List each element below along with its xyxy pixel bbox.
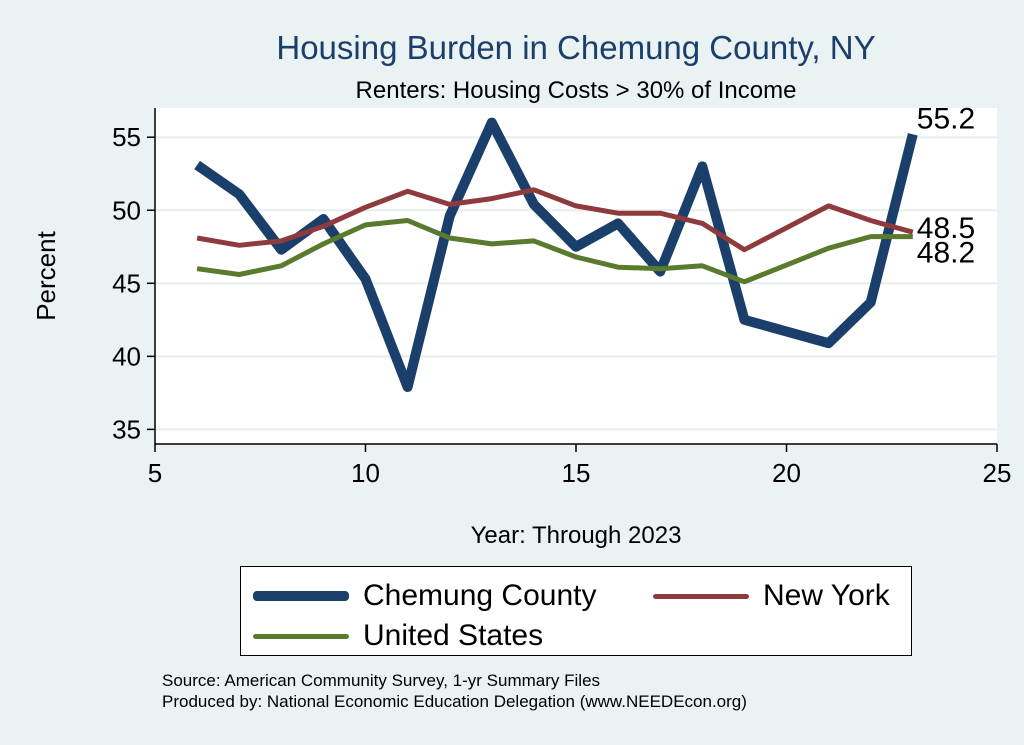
x-tick-label: 5 <box>148 458 162 488</box>
x-tick-label: 10 <box>351 458 380 488</box>
legend-item-chemung: Chemung County <box>253 579 596 613</box>
producer-note: Produced by: National Economic Education… <box>162 692 747 711</box>
y-tick-label: 55 <box>112 122 141 152</box>
end-label-new-york: 48.5 <box>917 212 975 245</box>
x-tick-label: 25 <box>983 458 1012 488</box>
end-label-united-states: 48.2 <box>917 237 975 270</box>
x-axis-label: Year: Through 2023 <box>471 522 682 549</box>
end-label-chemung-county: 55.2 <box>917 102 975 135</box>
legend-label-united-states: United States <box>363 619 544 652</box>
legend-label-new-york: New York <box>763 579 890 612</box>
legend-swatch-united-states <box>253 633 349 639</box>
y-axis-label: Percent <box>31 230 61 320</box>
footer: Source: American Community Survey, 1-yr … <box>162 670 747 712</box>
x-tick-label: 15 <box>562 458 591 488</box>
legend-item-new-york: New York <box>653 579 890 613</box>
y-tick-label: 45 <box>112 268 141 298</box>
legend-item-united-states: United States <box>253 619 543 653</box>
y-tick-label: 40 <box>112 341 141 371</box>
source-note: Source: American Community Survey, 1-yr … <box>162 671 601 690</box>
chart-subtitle: Renters: Housing Costs > 30% of Income <box>356 77 797 104</box>
legend-swatch-new-york <box>653 593 749 599</box>
y-tick-label: 35 <box>112 414 141 444</box>
series-lines <box>194 117 918 392</box>
y-tick-label: 50 <box>112 195 141 225</box>
legend-label-chemung: Chemung County <box>363 579 597 612</box>
legend-swatch-chemung <box>253 591 349 601</box>
plot-area <box>155 108 997 444</box>
x-tick-label: 20 <box>772 458 801 488</box>
end-labels: 55.2 48.548.2 <box>917 102 975 269</box>
legend: Chemung County New York United States <box>240 566 912 656</box>
chart-title: Housing Burden in Chemung County, NY <box>276 29 875 66</box>
gridlines <box>155 136 997 431</box>
